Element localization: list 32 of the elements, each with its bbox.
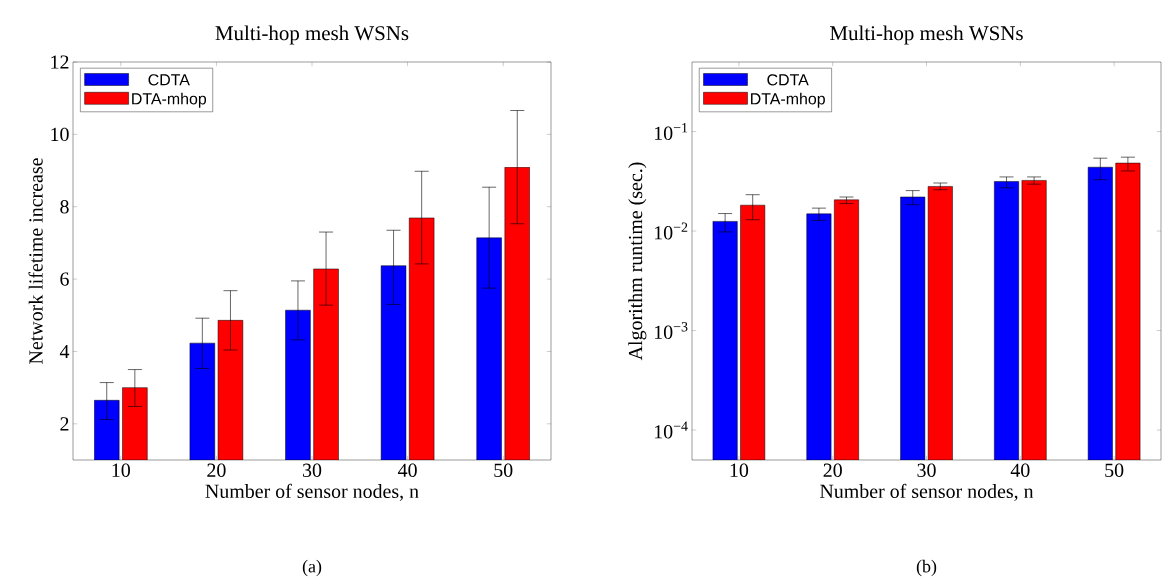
y-tick-label: 2	[60, 417, 69, 431]
text: (a)	[302, 559, 322, 577]
legend-label: DTA-mhop	[751, 92, 825, 108]
chart-title: Multi-hop mesh WSNs	[215, 25, 409, 45]
x-axis-title: Number of sensor nodes, n	[205, 483, 419, 501]
y-tick-label: 12	[51, 55, 69, 69]
y-tick-label: 4	[59, 344, 70, 359]
legend-label: CDTA	[148, 74, 190, 86]
x-tick-label: 20	[823, 463, 842, 477]
y-axis-title: Network lifetime increase	[28, 158, 43, 364]
chart-title: Multi-hop mesh WSNs	[830, 25, 1023, 45]
x-tick-label: 40	[398, 463, 417, 477]
x-tick-label: 50	[494, 463, 513, 477]
x-tick-label: 40	[1010, 463, 1030, 477]
x-tick-label: 10	[112, 463, 130, 477]
y-tick-label: 8	[60, 200, 69, 214]
text: (b)	[916, 559, 937, 577]
legend-label: CDTA	[767, 74, 809, 86]
y-tick-label: 10$^{−1}$	[654, 123, 688, 140]
x-tick-label: 30	[302, 463, 322, 477]
x-tick-label: 50	[1105, 463, 1124, 477]
y-axis-title: Algorithm runtime (sec.)	[628, 162, 647, 361]
legend-label: DTA-mhop	[132, 92, 207, 108]
y-tick-label: 6	[60, 272, 69, 286]
x-axis-title: Number of sensor nodes, n	[820, 483, 1034, 501]
x-tick-label: 30	[917, 463, 936, 477]
y-tick-label: 10$^{−2}$	[654, 222, 688, 240]
y-tick-label: 10	[51, 127, 69, 142]
x-tick-label: 10	[730, 463, 749, 477]
y-tick-label: 10$^{−3}$	[654, 322, 688, 340]
y-tick-label: 10$^{−4}$	[654, 421, 688, 439]
x-tick-label: 20	[207, 463, 226, 477]
